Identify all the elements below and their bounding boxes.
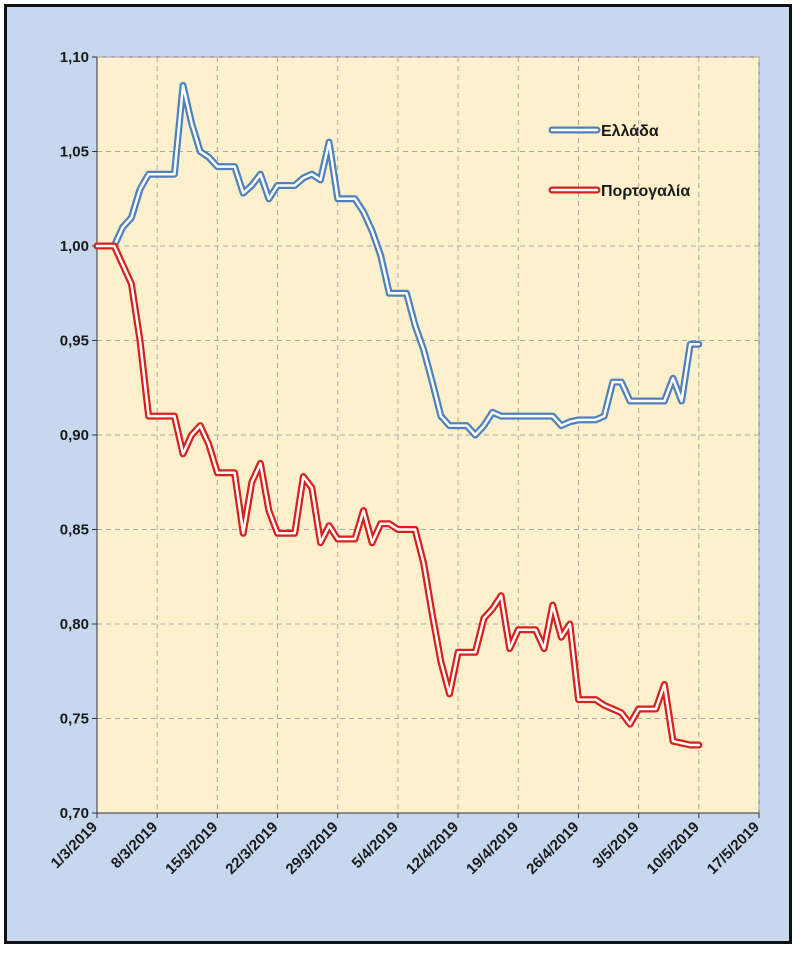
y-tick-label: 1,00 bbox=[60, 238, 89, 255]
x-tick-label: 26/4/2019 bbox=[523, 819, 582, 878]
chart-frame: 0,70 0,75 0,80 0,85 0,90 0,95 1,00 1,05 1,10 1/3… bbox=[4, 4, 792, 944]
x-tick-label: 29/3/2019 bbox=[283, 819, 342, 878]
x-tick-label: 5/4/2019 bbox=[349, 819, 402, 872]
y-tick-label: 0,90 bbox=[60, 427, 89, 444]
x-tick-label: 3/5/2019 bbox=[589, 819, 642, 872]
axes bbox=[96, 57, 759, 814]
line-chart: 0,70 0,75 0,80 0,85 0,90 0,95 1,00 1,05 1,10 1/3… bbox=[48, 49, 763, 878]
x-tick-label: 19/4/2019 bbox=[463, 819, 522, 878]
legend-label-portugal: Πορτογαλία bbox=[601, 183, 690, 200]
legend-label-greece: Ελλάδα bbox=[601, 123, 659, 140]
legend: Ελλάδα Πορτογαλία bbox=[548, 123, 690, 200]
legend-item-greece: Ελλάδα bbox=[548, 123, 659, 140]
y-tick-label: 1,05 bbox=[60, 144, 89, 161]
y-tick-label: 1,10 bbox=[60, 49, 89, 66]
gridlines bbox=[92, 56, 760, 818]
y-tick-labels: 0,70 0,75 0,80 0,85 0,90 0,95 1,00 1,05 1,10 bbox=[60, 49, 89, 822]
x-tick-label: 8/3/2019 bbox=[108, 819, 161, 872]
y-tick-label: 0,95 bbox=[60, 333, 89, 350]
x-tick-label: 17/5/2019 bbox=[704, 819, 763, 878]
x-tick-label: 15/3/2019 bbox=[162, 819, 221, 878]
x-tick-labels: 1/3/2019 8/3/2019 15/3/2019 22/3/2019 29/3/2… bbox=[48, 819, 763, 878]
series-line-inner-1 bbox=[95, 244, 701, 747]
series-line-inner-0 bbox=[95, 84, 701, 437]
legend-item-portugal: Πορτογαλία bbox=[548, 183, 690, 200]
x-tick-label: 22/3/2019 bbox=[222, 819, 281, 878]
y-tick-label: 0,80 bbox=[60, 616, 89, 633]
x-tick-label: 1/3/2019 bbox=[48, 819, 101, 872]
series-lines bbox=[93, 81, 703, 749]
x-tick-label: 10/5/2019 bbox=[644, 819, 703, 878]
y-tick-label: 0,70 bbox=[60, 805, 89, 822]
y-tick-label: 0,85 bbox=[60, 522, 89, 539]
x-tick-label: 12/4/2019 bbox=[403, 819, 462, 878]
y-tick-label: 0,75 bbox=[60, 711, 89, 728]
